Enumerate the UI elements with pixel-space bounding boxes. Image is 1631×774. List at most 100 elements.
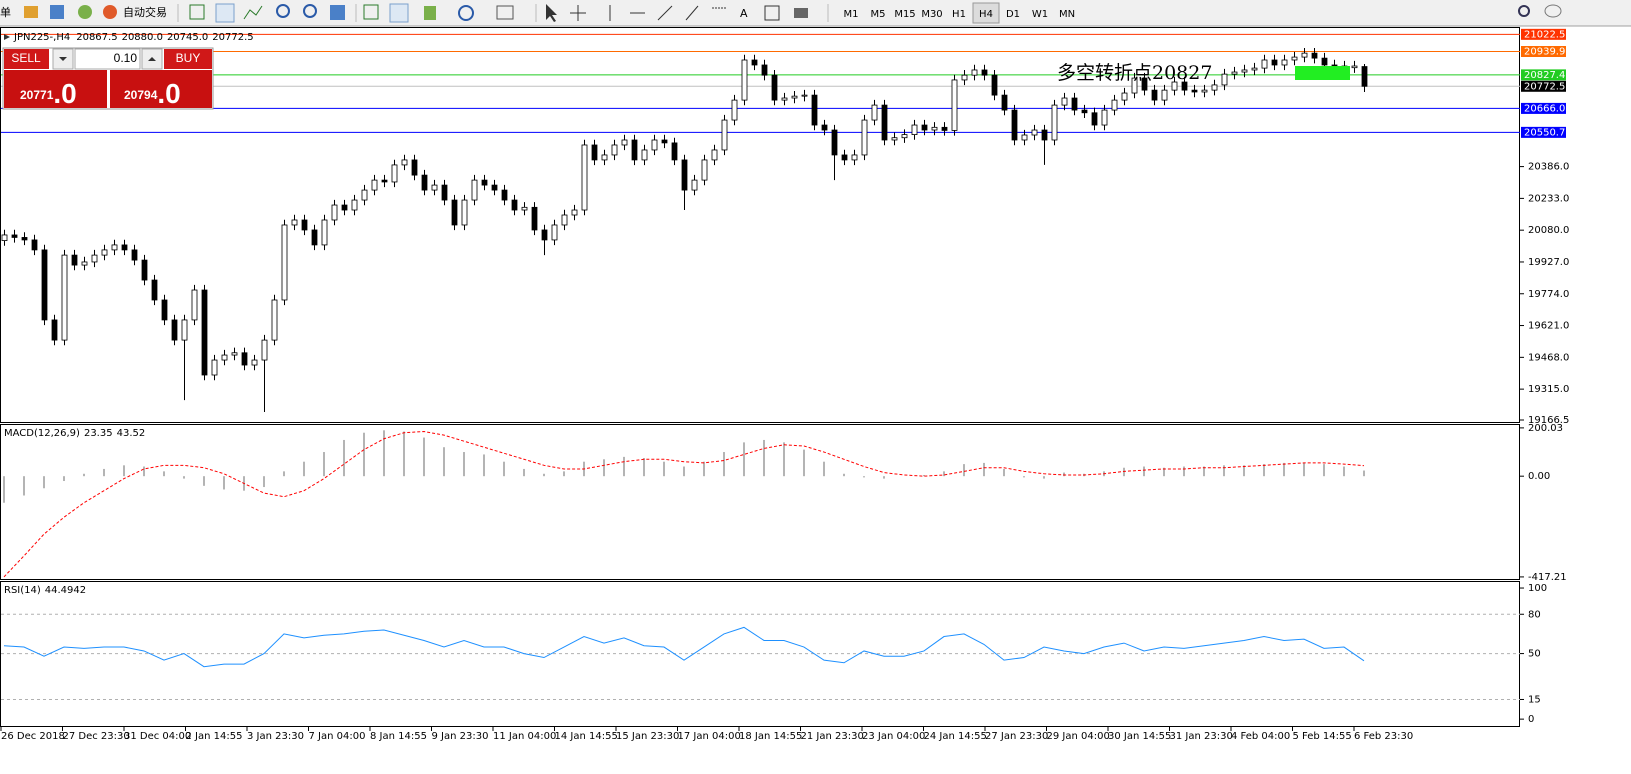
candle-body [991, 74, 998, 96]
timeframe-button[interactable]: D1 [1006, 9, 1020, 20]
candle-body [721, 119, 728, 151]
menu-item[interactable]: 单 [0, 6, 11, 19]
timeframe-button[interactable]: MN [1059, 9, 1075, 20]
label-tool[interactable] [764, 5, 780, 21]
zoom-in[interactable] [276, 4, 290, 18]
autotrading-button[interactable]: 自动交易 [123, 5, 167, 19]
x-tick-label: 31 Dec 04:00 [124, 731, 191, 742]
indicators-icon[interactable] [424, 6, 436, 20]
candle-body [141, 259, 148, 281]
indicator-value: 44.4942 [45, 585, 86, 596]
candle-body [1231, 71, 1238, 75]
text-tool[interactable]: A [740, 7, 748, 20]
bid-box[interactable] [4, 70, 107, 108]
candle-body [1011, 109, 1018, 141]
macd-bar [523, 468, 525, 477]
lot-value[interactable]: 0.10 [114, 51, 138, 65]
lot-input[interactable] [74, 48, 141, 70]
macd-bar [1003, 468, 1005, 477]
candle-body [1071, 97, 1078, 111]
sell-label[interactable]: SELL [11, 51, 41, 65]
timeframe-button[interactable]: M1 [844, 9, 859, 20]
shift-icon[interactable] [389, 3, 409, 23]
candle-body [781, 97, 788, 101]
sell-button[interactable] [4, 49, 49, 69]
chat[interactable] [1544, 4, 1562, 18]
candle-body [11, 234, 18, 238]
icon[interactable] [50, 5, 64, 19]
x-tick-label: 27 Dec 23:30 [63, 731, 130, 742]
search[interactable] [1518, 5, 1530, 17]
candle-body [601, 154, 608, 161]
timeframe-button[interactable]: M5 [871, 9, 886, 20]
candle-body [1351, 65, 1358, 69]
templates-icon[interactable] [496, 5, 514, 20]
x-tick-label: 6 Feb 23:30 [1354, 731, 1413, 742]
level-box [1521, 69, 1566, 81]
candle-body [481, 179, 488, 186]
macd-bar [483, 454, 485, 477]
candle-body [291, 219, 298, 226]
macd-bar [743, 442, 745, 477]
zoom-out[interactable] [303, 4, 317, 18]
bar-chart-icon[interactable] [189, 4, 205, 20]
buy-button[interactable] [164, 49, 212, 69]
macd-bar [683, 466, 685, 477]
icon[interactable] [24, 6, 38, 18]
x-tick-label: 5 Feb 14:55 [1293, 731, 1352, 742]
y-tick-label: -417.21 [1528, 572, 1567, 583]
x-tick-label: 9 Jan 23:30 [432, 731, 489, 742]
y-tick-label: 20233.0 [1528, 193, 1569, 204]
macd-bar [123, 465, 125, 477]
ask-box[interactable] [110, 70, 212, 108]
header-icon [4, 34, 10, 40]
timeframe-active [972, 2, 1000, 24]
macd-bar [1343, 466, 1345, 477]
arrows-tool[interactable] [794, 8, 808, 18]
icon[interactable] [78, 5, 92, 19]
x-tick-label: 4 Feb 04:00 [1231, 731, 1290, 742]
channel-tool[interactable] [685, 5, 699, 21]
candle-body [371, 179, 378, 191]
indicator-value: 43.52 [117, 428, 146, 439]
macd-bar [623, 456, 625, 477]
trendline-tool[interactable] [657, 5, 673, 21]
x-tick-label: 17 Jan 04:00 [678, 731, 741, 742]
candle-body [191, 289, 198, 321]
periods-icon[interactable] [458, 5, 474, 21]
candle-body [401, 159, 408, 166]
buy-label[interactable]: BUY [176, 51, 201, 65]
candle-body [281, 224, 288, 301]
line-chart-icon[interactable] [243, 5, 263, 20]
macd-bar [723, 452, 725, 477]
candle-body [201, 289, 208, 376]
annotation: 多空转折点20827 [1057, 62, 1212, 84]
timeframe-button[interactable]: W1 [1032, 9, 1048, 20]
candle-body [181, 319, 188, 341]
timeframe-button[interactable]: M30 [921, 9, 942, 20]
candle-chart-icon[interactable] [215, 3, 235, 23]
candle-body [471, 179, 478, 201]
x-tick-label: 24 Jan 14:55 [924, 731, 987, 742]
level-box [1521, 126, 1566, 138]
timeframe-button[interactable]: M15 [894, 9, 915, 20]
candle-body [911, 124, 918, 135]
candle-body [1051, 104, 1058, 141]
tile-icon[interactable] [330, 5, 345, 20]
macd-bar [1163, 467, 1165, 477]
cursor-tool[interactable] [546, 4, 557, 22]
autoscroll-icon[interactable] [363, 4, 379, 20]
candle-body [1061, 97, 1068, 106]
candle-body [1221, 73, 1228, 86]
candle-body [241, 352, 248, 366]
timeframe-button[interactable]: H4 [979, 9, 993, 20]
candle-body [1171, 81, 1178, 91]
level-label: 20666.0 [1521, 102, 1566, 114]
timeframe-button[interactable]: H1 [952, 9, 966, 20]
candle-body [1361, 66, 1368, 87]
ask-price: 20794.0 [124, 78, 181, 109]
macd-bar [983, 462, 985, 477]
autotrading-icon[interactable] [103, 5, 117, 19]
candle-body [461, 199, 468, 226]
candle-body [251, 359, 258, 366]
